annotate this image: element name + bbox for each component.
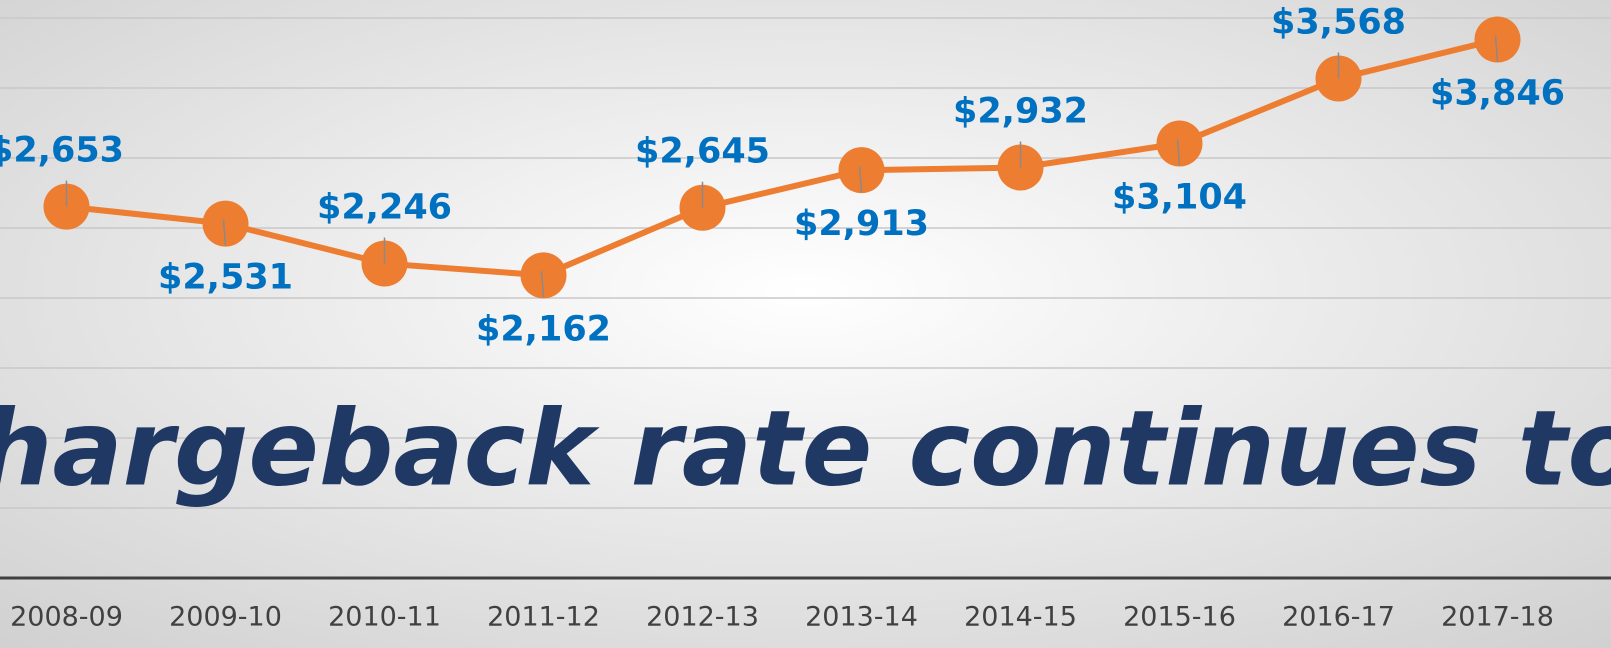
x-tick-label: 2014-15 — [964, 602, 1077, 633]
leader-line — [222, 219, 227, 246]
marker — [520, 252, 567, 299]
marker — [202, 200, 249, 247]
x-tick-label: 2010-11 — [328, 602, 441, 633]
annotation: This chargeback rate continues to rise! — [0, 387, 1611, 509]
leader-line — [1176, 139, 1181, 166]
data-label: $2,653 — [0, 131, 124, 171]
x-tick-label: 2017-18 — [1441, 602, 1554, 633]
data-label: $3,104 — [1112, 177, 1247, 217]
marker — [1156, 120, 1203, 167]
marker — [1474, 16, 1521, 63]
data-label: $3,846 — [1430, 74, 1565, 114]
x-tick-label: 2011-12 — [487, 602, 600, 633]
x-tick-label: 2016-17 — [1282, 602, 1395, 633]
data-label: $2,932 — [953, 92, 1088, 132]
x-tick-label: 2013-14 — [805, 602, 918, 633]
data-label: $3,568 — [1271, 2, 1406, 42]
data-label: $2,246 — [317, 188, 452, 228]
x-tick-label: 2009-10 — [169, 602, 282, 633]
data-label: $2,162 — [476, 309, 611, 349]
data-label: $2,913 — [794, 204, 929, 244]
leader-line — [540, 271, 545, 298]
line — [66, 36, 1499, 279]
x-tick-label: 2012-13 — [646, 602, 759, 633]
data-label: $2,531 — [158, 258, 293, 298]
x-tick-label: 2008-09 — [10, 602, 123, 633]
marker — [838, 147, 885, 194]
leader-line — [1494, 35, 1499, 62]
leader-line — [858, 166, 863, 193]
data-label: $2,645 — [635, 132, 770, 172]
x-tick-label: 2015-16 — [1123, 602, 1236, 633]
